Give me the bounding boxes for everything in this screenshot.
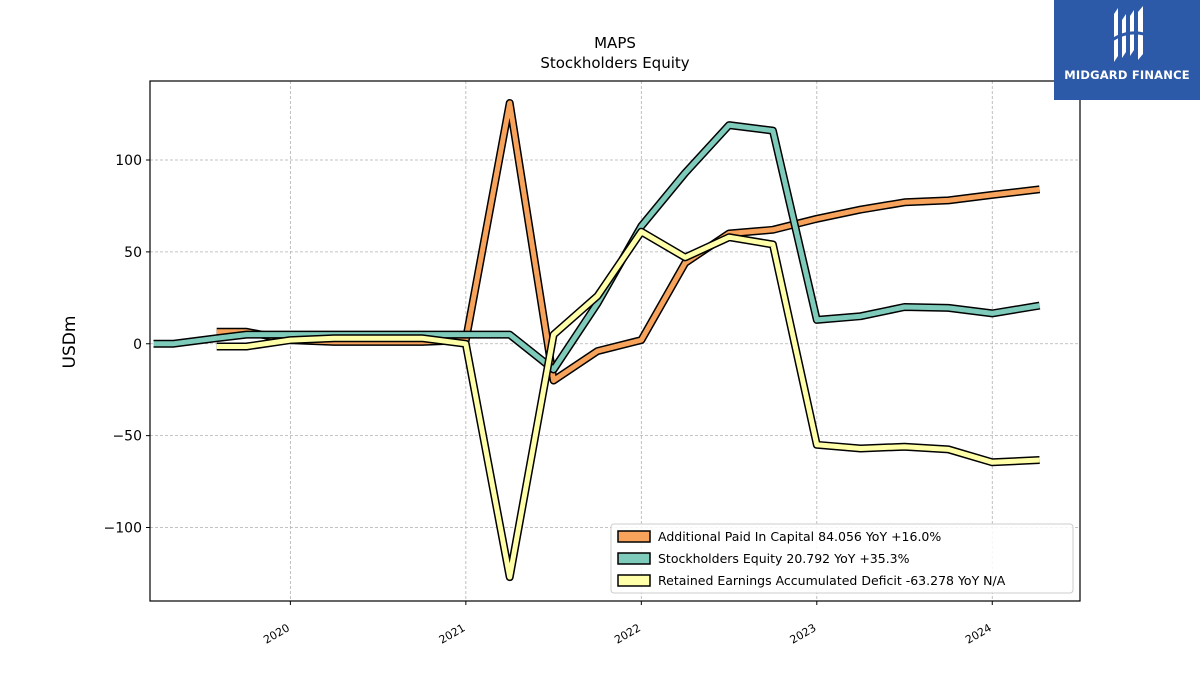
legend-label-paid-in-capital: Additional Paid In Capital 84.056 YoY +1… — [658, 529, 941, 544]
series-line-1 — [153, 121, 1041, 374]
legend: Additional Paid In Capital 84.056 YoY +1… — [610, 523, 1074, 594]
y-axis-label: USDm — [60, 316, 80, 369]
legend-label-stockholders-equity: Stockholders Equity 20.792 YoY +35.3% — [658, 551, 910, 566]
chart-subtitle: Stockholders Equity — [540, 54, 689, 72]
x-tick-label: 2021 — [437, 621, 468, 646]
series-stroke — [216, 229, 1040, 580]
logo-text: MIDGARD FINANCE — [1064, 68, 1190, 82]
series-line-2 — [216, 227, 1040, 582]
plot-frame — [149, 80, 1081, 602]
x-tick-label: 2024 — [963, 621, 994, 646]
chart-title: MAPS — [594, 34, 636, 52]
x-tick-label: 2020 — [261, 621, 292, 646]
x-tick-label: 2022 — [612, 621, 643, 646]
y-tick-label: 50 — [124, 245, 142, 261]
series-stroke — [153, 122, 1041, 372]
logo-icon — [1111, 6, 1145, 62]
midgard-finance-logo: MIDGARD FINANCE — [1054, 0, 1200, 100]
y-tick-label: −100 — [104, 521, 142, 537]
y-tick-label: −50 — [112, 429, 142, 445]
legend-swatch-paid-in-capital — [617, 530, 651, 543]
x-tick-label: 2023 — [788, 621, 819, 646]
legend-swatch-stockholders-equity — [617, 552, 651, 565]
y-tick-label: 0 — [133, 337, 142, 353]
y-tick-label: 100 — [115, 153, 142, 169]
legend-swatch-retained-earnings — [617, 574, 651, 587]
legend-label-retained-earnings: Retained Earnings Accumulated Deficit -6… — [658, 573, 1006, 588]
series-layer — [153, 99, 1041, 582]
legend-box — [610, 523, 1074, 594]
